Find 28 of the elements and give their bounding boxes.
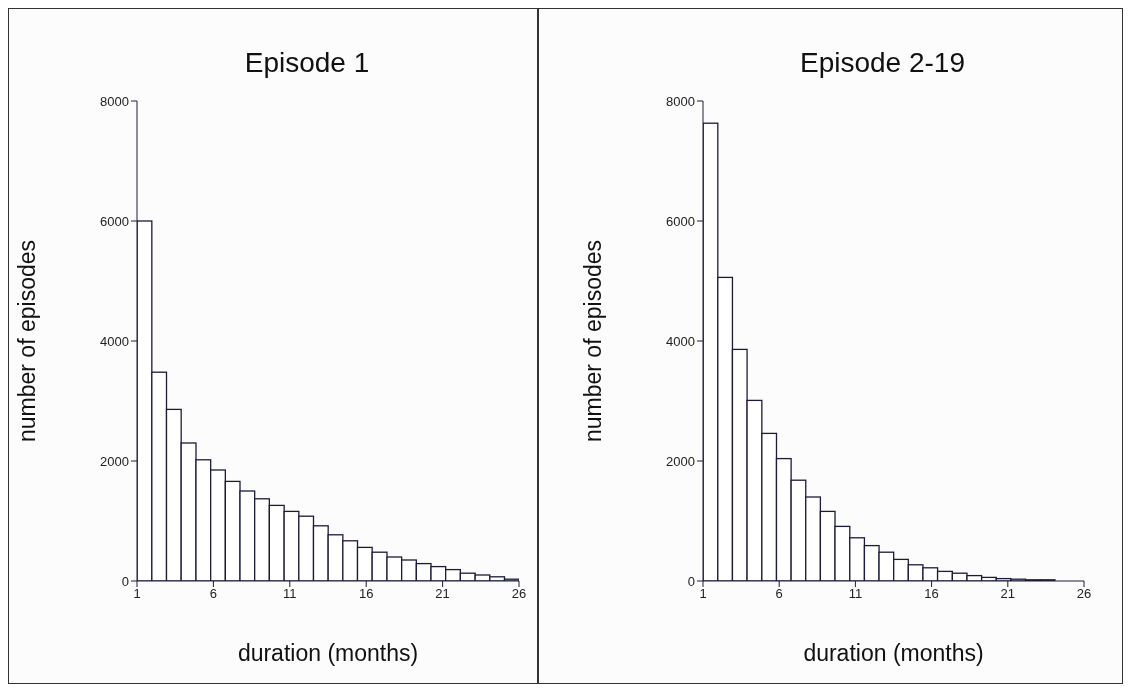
- y-axis-title: number of episodes: [580, 239, 607, 443]
- y-tick-label: 8000: [100, 93, 129, 109]
- chart-title: Episode 1: [243, 46, 371, 79]
- y-tick-label: 2000: [666, 453, 695, 469]
- x-tick-label: 16: [358, 586, 374, 602]
- x-tick-label: 11: [283, 586, 297, 602]
- chart-title: Episode 2-19: [799, 46, 966, 79]
- y-tick-label: 6000: [100, 213, 129, 229]
- x-tick-label: 6: [775, 586, 783, 602]
- x-tick-label: 26: [511, 586, 527, 602]
- x-tick-label: 6: [209, 586, 218, 602]
- x-tick-label: 26: [1076, 586, 1092, 602]
- y-tick-label: 8000: [666, 93, 695, 109]
- x-tick-label: 21: [1000, 586, 1016, 602]
- x-tick-label: 11: [848, 586, 863, 602]
- x-tick-label: 21: [435, 586, 450, 602]
- y-tick-label: 6000: [666, 213, 695, 229]
- y-tick-label: 4000: [666, 333, 695, 349]
- y-tick-label: 2000: [100, 453, 129, 469]
- y-tick-label: 0: [121, 573, 129, 589]
- x-axis-title: duration (months): [803, 640, 984, 666]
- x-tick-label: 1: [133, 586, 141, 602]
- x-tick-label: 16: [924, 586, 939, 602]
- x-tick-label: 1: [699, 586, 707, 602]
- y-tick-label: 4000: [100, 333, 129, 349]
- x-axis-title: duration (months): [237, 640, 419, 666]
- y-axis-title: number of episodes: [14, 239, 41, 443]
- y-tick-label: 0: [687, 573, 695, 589]
